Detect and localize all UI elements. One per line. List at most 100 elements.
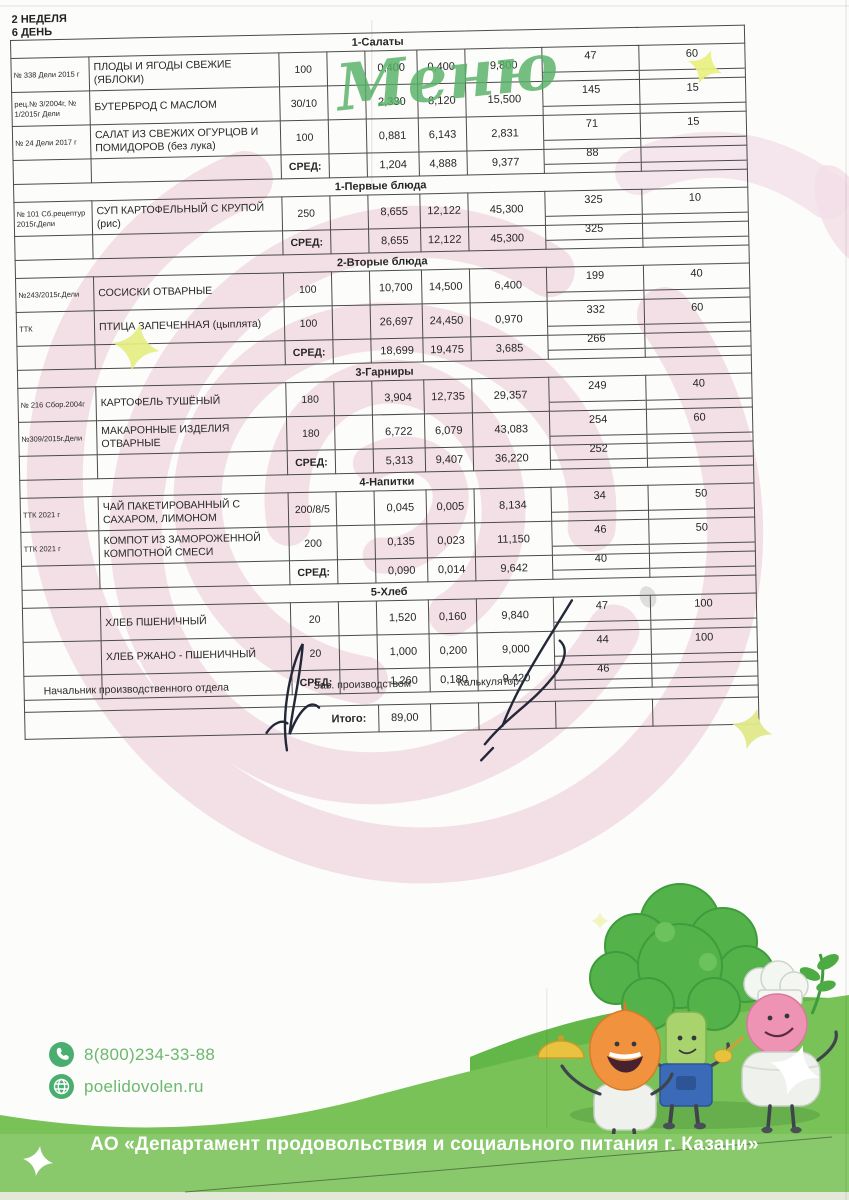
value-cell: 9,800 [464, 47, 543, 83]
value-cell-offset: 47 [541, 45, 640, 82]
empty-cell [338, 600, 378, 636]
value-cell-offset: 332 [547, 299, 645, 336]
value-cell-offset [649, 551, 756, 578]
empty-cell [555, 699, 654, 729]
value-cell-offset: 60 [646, 407, 754, 444]
value-cell-offset: 88 [543, 147, 642, 174]
total-value-cell: 89,00 [378, 703, 432, 732]
empty-cell [339, 634, 378, 670]
recipe-ref-cell: №243/2015г.Дели [15, 276, 95, 313]
recipe-ref-cell: ТТК 2021 г [20, 530, 100, 567]
portion-cell: 30/10 [279, 85, 329, 121]
value-cell-offset: 325 [545, 223, 643, 250]
recipe-ref-cell: ТТК 2021 г [20, 496, 99, 533]
value-cell: 45,300 [467, 191, 546, 227]
avg-label-cell: СРЕД: [280, 153, 330, 179]
recipe-ref-cell: №309/2015г.Дели [18, 420, 98, 457]
empty-cell [328, 153, 368, 178]
empty-cell [335, 448, 374, 474]
dish-name-cell: КОМПОТ ИЗ ЗАМОРОЖЕННОЙ КОМПОТНОЙ СМЕСИ [98, 526, 290, 565]
value-cell-offset: 100 [650, 626, 758, 664]
empty-cell [334, 414, 374, 450]
value-cell: 29,357 [471, 377, 550, 413]
value-cell-offset: 60 [644, 297, 751, 334]
value-cell: 36,220 [473, 445, 551, 471]
avg-label-cell: СРЕД: [282, 229, 332, 255]
portion-cell: 200 [288, 525, 338, 561]
avg-label-cell: СРЕД: [289, 559, 338, 585]
value-cell: 0,200 [429, 632, 478, 668]
value-cell-offset: 40 [552, 553, 650, 580]
value-cell: 1,520 [376, 599, 430, 635]
portion-cell: 180 [285, 381, 335, 417]
value-cell-offset: 100 [650, 592, 757, 630]
dish-name-cell: СОСИСКИ ОТВАРНЫЕ [93, 272, 285, 311]
recipe-ref-cell: № 101 Сб.рецептур 2015г.Дели [13, 200, 93, 237]
value-cell: 0,045 [374, 489, 427, 525]
value-cell: 10,700 [369, 269, 423, 306]
recipe-ref-cell: № 216 Сбор.2004г [17, 386, 97, 423]
onion-character [537, 1002, 674, 1134]
value-cell-offset: 34 [550, 485, 649, 522]
empty-cell [327, 85, 367, 120]
value-cell: 5,313 [373, 447, 426, 473]
dish-name-cell: БУТЕРБРОД С МАСЛОМ [89, 86, 281, 125]
value-cell-offset: 249 [548, 375, 647, 412]
empty-cell [331, 271, 371, 306]
dish-name-cell: ЧАЙ ПАКЕТИРОВАННЫЙ С САХАРОМ, ЛИМОНОМ [98, 492, 289, 531]
week-day-label: 2 НЕДЕЛЯ 6 ДЕНЬ [11, 13, 67, 40]
value-cell: 11,150 [474, 521, 553, 557]
recipe-ref-cell [22, 606, 102, 643]
value-cell: 2,831 [466, 115, 544, 151]
value-cell: 9,642 [475, 555, 553, 581]
empty-cell [332, 339, 372, 364]
recipe-ref-cell [23, 640, 102, 677]
week-label: 2 НЕДЕЛЯ [11, 12, 67, 26]
value-cell: 9,840 [476, 597, 555, 633]
signature-label-production-manager: Зав. производством [313, 677, 412, 692]
value-cell-offset: 60 [638, 43, 746, 80]
value-cell: 0,005 [426, 488, 475, 524]
value-cell-offset: 254 [549, 409, 648, 446]
value-cell-offset: 266 [547, 333, 646, 360]
value-cell: 0,970 [470, 301, 548, 337]
value-cell: 19,475 [422, 336, 472, 362]
value-cell-offset [640, 145, 748, 172]
value-cell-offset: 50 [648, 517, 756, 554]
value-cell: 9,407 [425, 446, 474, 472]
dish-name-cell: ХЛЕБ РЖАНО - ПШЕНИЧНЫЙ [101, 636, 292, 675]
value-cell: 6,400 [469, 267, 548, 303]
value-cell-offset: 40 [643, 263, 751, 300]
value-cell-offset: 252 [550, 443, 648, 470]
value-cell: 45,300 [468, 225, 547, 251]
recipe-ref-cell: ТТК [16, 310, 95, 347]
dish-cloche-icon [537, 1040, 585, 1059]
value-cell-offset: 325 [544, 189, 643, 226]
recipe-ref-cell: рец.№ 3/2004г, № 1/2015г Дели [11, 90, 91, 127]
recipe-ref-cell [13, 158, 92, 185]
value-cell: 14,500 [421, 268, 471, 304]
value-cell: 6,722 [372, 413, 426, 449]
recipe-ref-cell [16, 344, 96, 371]
empty-cell [326, 51, 366, 86]
portion-cell: 200/8/5 [288, 491, 337, 527]
value-cell-offset: 10 [641, 187, 749, 224]
value-cell-offset: 199 [546, 265, 645, 302]
value-cell: 8,655 [368, 227, 422, 254]
dish-name-cell: КАРТОФЕЛЬ ТУШЁНЫЙ [95, 382, 287, 421]
value-cell: 8,655 [367, 193, 421, 230]
value-cell: 24,450 [422, 302, 471, 338]
portion-cell: 20 [291, 635, 340, 671]
recipe-ref-cell [21, 564, 101, 591]
value-cell: 8,120 [417, 82, 467, 118]
value-cell: 2,330 [365, 83, 419, 120]
sparkle-icon [591, 912, 609, 930]
value-cell: 26,697 [370, 303, 423, 340]
recipe-ref-cell [14, 234, 94, 261]
value-cell: 0,160 [428, 598, 478, 634]
value-cell-offset: 46 [551, 519, 650, 556]
value-cell: 0,881 [366, 117, 419, 154]
menu-table: 1-Салаты № 338 Дели 2015 г ПЛОДЫ И ЯГОДЫ С… [10, 25, 759, 740]
website-url: poelidovolen.ru [84, 1076, 204, 1096]
empty-cell [329, 195, 369, 230]
